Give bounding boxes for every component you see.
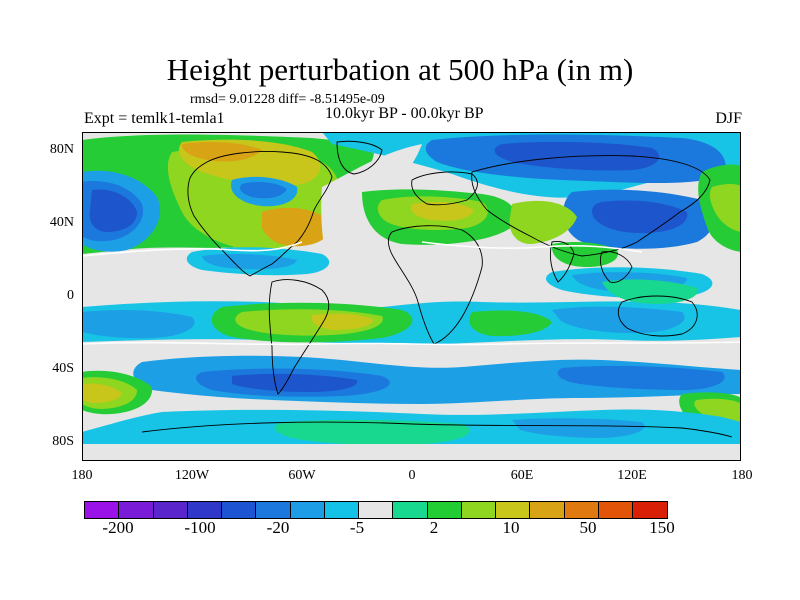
coastline-south-america — [268, 279, 330, 395]
colorbar-label: 10 — [502, 518, 520, 537]
colorbar-segment — [598, 502, 633, 518]
field-indian-cyan — [552, 306, 685, 334]
colorbar-segment — [564, 502, 599, 518]
field-southern-ocean-east-mid — [557, 365, 725, 390]
field-europe-orange — [411, 202, 474, 221]
field-southern-ocean-dark — [232, 373, 358, 392]
colorbar-segment — [290, 502, 325, 518]
field-australia-green — [602, 279, 698, 304]
field-africa-green — [551, 242, 618, 267]
field-south-atlantic-yellow — [311, 313, 374, 330]
colorbar-segment — [85, 502, 120, 518]
coastline-asia — [471, 155, 711, 257]
x-tick-label: 60W — [288, 468, 316, 483]
x-tick-label: 60E — [510, 468, 534, 483]
colorbar-segment — [324, 502, 359, 518]
colorbar-label: 50 — [579, 518, 597, 537]
colorbar-label: -5 — [349, 518, 365, 537]
x-tick-label: 120W — [174, 468, 210, 483]
colorbar-segment — [393, 502, 428, 518]
y-tick-label: 80S — [52, 434, 74, 449]
colorbar-segment — [496, 502, 531, 518]
stats-line: rmsd= 9.01228 diff= -8.51495e-09 — [190, 92, 385, 107]
coastline-australia — [617, 295, 698, 337]
coastline-north-america — [187, 151, 333, 277]
field-npacific-navy — [592, 200, 688, 234]
season-label: DJF — [715, 110, 742, 127]
coastline-africa — [387, 225, 483, 345]
coastline-antarctica — [141, 421, 733, 438]
field-sw-pacific-yellow — [82, 383, 122, 403]
field-antarctica-blue — [512, 418, 645, 438]
colorbar-label: 2 — [429, 518, 439, 537]
zero-contour-midlatitude — [421, 241, 643, 253]
colorbar-label: -200 — [102, 518, 134, 537]
colorbar-segment — [222, 502, 257, 518]
colorbar — [84, 501, 669, 519]
colorbar-segment — [461, 502, 496, 518]
zero-contour-north — [82, 241, 303, 257]
x-tick-label: 120E — [617, 468, 647, 483]
colorbar-label: 150 — [649, 518, 675, 537]
field-nw-pacific-dark — [89, 189, 137, 232]
period-label: 10.0kyr BP - 00.0kyr BP — [325, 105, 484, 122]
colorbar-segment — [530, 502, 565, 518]
x-tick-label: 0 — [408, 468, 416, 483]
field-asia-yellowgreen — [509, 200, 577, 245]
colorbar-segment — [153, 502, 188, 518]
colorbar-segment — [359, 502, 394, 518]
coastline-southeast-asia — [599, 251, 633, 283]
field-npacific-east-yellow — [709, 183, 741, 232]
field-namerica-blue-core — [240, 181, 287, 199]
field-namerica-orange-north — [182, 142, 262, 162]
colorbar-segment — [427, 502, 462, 518]
coastlines — [141, 140, 733, 438]
field-antarctica-grey — [82, 444, 741, 461]
y-tick-label: 0 — [67, 288, 74, 303]
x-tick-label: 180 — [71, 468, 93, 483]
zero-contour-south — [82, 341, 741, 346]
y-tick-label: 80N — [49, 142, 74, 157]
plot-title: Height perturbation at 500 hPa (in m) — [166, 52, 634, 87]
colorbar-segment — [119, 502, 154, 518]
zero-contours — [82, 241, 741, 346]
field-spacific-blue — [82, 309, 195, 339]
colorbar-segment — [633, 502, 668, 518]
colorbar-segment — [256, 502, 291, 518]
field-tropics-blue-west — [202, 253, 297, 270]
field-se-pacific-yellowgreen — [694, 398, 741, 424]
y-tick-label: 40S — [52, 361, 74, 376]
field-namerica-orange-south — [262, 207, 331, 247]
coastline-europe — [411, 171, 478, 206]
experiment-label: Expt = temlk1-temla1 — [84, 110, 225, 127]
coastline-greenland — [336, 140, 383, 175]
colorbar-label: -100 — [184, 518, 216, 537]
coastline-india — [549, 241, 575, 283]
y-tick-label: 40N — [49, 215, 74, 230]
map-frame — [82, 132, 741, 461]
contour-map — [82, 132, 741, 461]
colorbar-segment — [187, 502, 222, 518]
field-south-atlantic-east-green — [469, 310, 552, 337]
colorbar-label: -20 — [266, 518, 290, 537]
x-tick-label: 180 — [731, 468, 753, 483]
field-antarctica-green — [274, 419, 470, 445]
